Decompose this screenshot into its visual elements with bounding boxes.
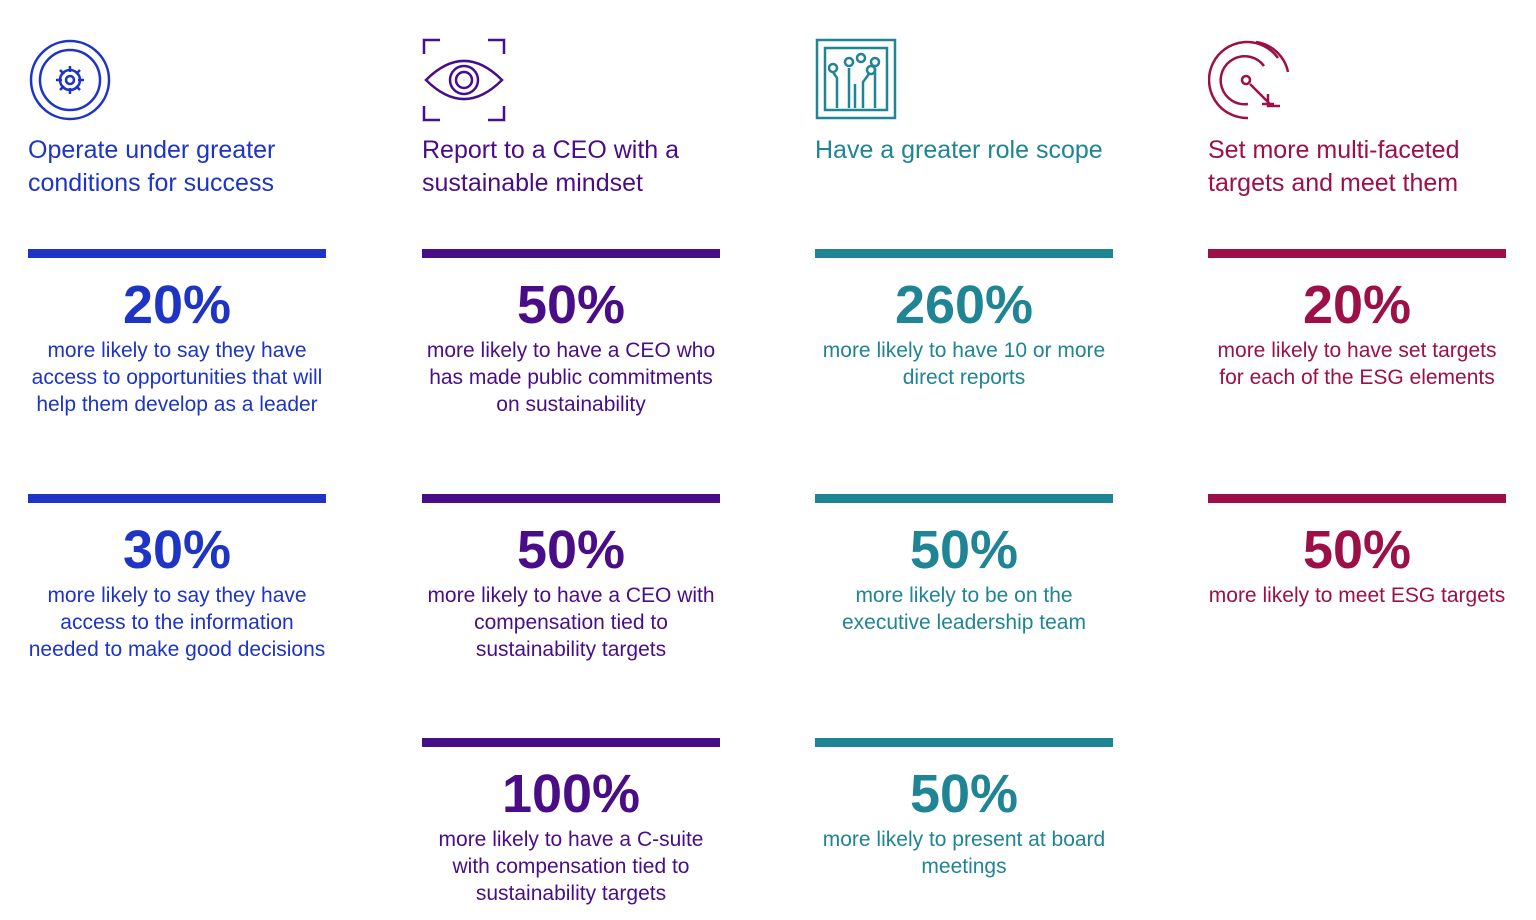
- stat-text: more likely to meet ESG targets: [1208, 583, 1506, 607]
- stat-value: 50%: [909, 519, 1019, 580]
- stat-value: 100%: [501, 764, 641, 824]
- stat-value: 50%: [1302, 519, 1412, 580]
- stat-value: 30%: [122, 519, 232, 580]
- stat-value: 20%: [122, 275, 232, 335]
- divider: [422, 493, 720, 503]
- column-title: Report to a CEO with a sustainable minds…: [422, 136, 680, 197]
- stat-text: more likely to have a CEO who has made p…: [426, 339, 716, 416]
- stat-text: more likely to say they have access to o…: [31, 339, 323, 416]
- stat-text: more likely to say they have access to t…: [28, 583, 326, 661]
- stat-text: more likely to present at board meetings: [822, 828, 1106, 878]
- divider: [28, 493, 326, 503]
- stat-value: 50%: [516, 519, 626, 580]
- icon: [815, 38, 897, 120]
- stat-value: 260%: [894, 275, 1034, 335]
- divider: [1208, 493, 1506, 503]
- column: Operate under greater conditions for suc…: [28, 0, 328, 920]
- divider: [28, 249, 326, 258]
- column: Report to a CEO with a sustainable minds…: [422, 0, 722, 920]
- stat-text: more likely to have a CEO with compensat…: [427, 583, 715, 661]
- stat-value: 20%: [1302, 275, 1412, 335]
- stat-value: 50%: [516, 275, 626, 335]
- divider: [815, 249, 1113, 258]
- divider: [422, 249, 720, 258]
- stat-text: more likely to have a C-suite with compe…: [438, 828, 704, 905]
- divider: [815, 738, 1113, 747]
- stat-text: more likely to have 10 or more direct re…: [822, 339, 1106, 389]
- column-title: Operate under greater conditions for suc…: [28, 136, 276, 197]
- column: Have a greater role scope 260% more likel…: [815, 0, 1115, 920]
- icon: [422, 38, 506, 122]
- divider: [1208, 249, 1506, 258]
- divider: [815, 493, 1113, 503]
- column: Set more multi-faceted targets and meet …: [1208, 0, 1508, 920]
- stat-text: more likely to be on the executive leade…: [842, 583, 1086, 634]
- column-title: Have a greater role scope: [815, 136, 1103, 164]
- column-title: Set more multi-faceted targets and meet …: [1208, 136, 1460, 197]
- stat-text: more likely to have set targets for each…: [1217, 339, 1497, 389]
- stat-value: 50%: [909, 764, 1019, 824]
- divider: [422, 738, 720, 747]
- icon: [1208, 40, 1290, 120]
- icon: [29, 39, 111, 121]
